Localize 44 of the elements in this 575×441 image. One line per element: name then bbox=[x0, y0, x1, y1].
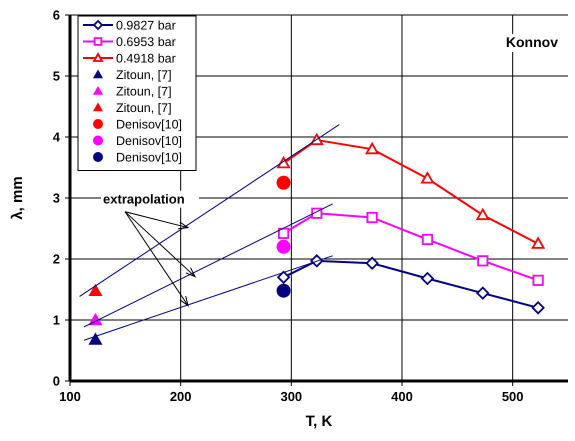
y-tick-label: 2 bbox=[52, 252, 60, 266]
point bbox=[278, 228, 290, 239]
point bbox=[532, 301, 545, 314]
legend-label: Zitoun, [7] bbox=[116, 101, 172, 115]
point bbox=[276, 176, 291, 190]
legend-label: Zitoun, [7] bbox=[116, 84, 172, 98]
point bbox=[532, 237, 545, 249]
legend-label: Zitoun, [7] bbox=[116, 68, 172, 82]
point bbox=[422, 234, 434, 246]
point bbox=[88, 284, 102, 296]
legend-label: 0.6953 bar bbox=[116, 35, 176, 49]
point bbox=[477, 255, 488, 266]
y-tick-label: 3 bbox=[52, 190, 60, 206]
point bbox=[366, 212, 378, 224]
y-tick-label: 4 bbox=[52, 130, 61, 144]
point bbox=[476, 208, 490, 220]
y-tick-label: 0 bbox=[52, 374, 60, 388]
legend-label: 0.4918 bar bbox=[116, 52, 176, 66]
y-axis-title: λ, mm bbox=[9, 176, 26, 220]
x-tick-label: 200 bbox=[170, 389, 192, 404]
legend-label: Denisov[10] bbox=[116, 150, 182, 164]
legend-label: Denisov[10] bbox=[116, 118, 182, 132]
point bbox=[277, 270, 290, 284]
annotation: Konnov bbox=[506, 34, 558, 50]
point bbox=[276, 284, 291, 298]
point bbox=[421, 172, 434, 184]
x-tick-label: 300 bbox=[280, 389, 302, 404]
y-tick-label: 1 bbox=[52, 312, 60, 328]
legend-label: Denisov[10] bbox=[116, 134, 182, 148]
point bbox=[88, 332, 102, 345]
point bbox=[532, 274, 544, 286]
y-tick-label: 5 bbox=[52, 68, 60, 84]
x-axis-title: T, K bbox=[306, 413, 332, 430]
x-tick-label: 500 bbox=[502, 389, 524, 404]
x-tick-label: 400 bbox=[391, 389, 413, 404]
point bbox=[366, 256, 379, 270]
point bbox=[421, 272, 434, 285]
legend-label: 0.9827 bar bbox=[116, 18, 176, 32]
point bbox=[366, 142, 379, 154]
x-tick-label: 100 bbox=[59, 389, 81, 404]
y-tick-label: 6 bbox=[52, 8, 60, 22]
point bbox=[276, 240, 291, 254]
annotation: extrapolation bbox=[103, 192, 185, 207]
point bbox=[476, 286, 490, 300]
